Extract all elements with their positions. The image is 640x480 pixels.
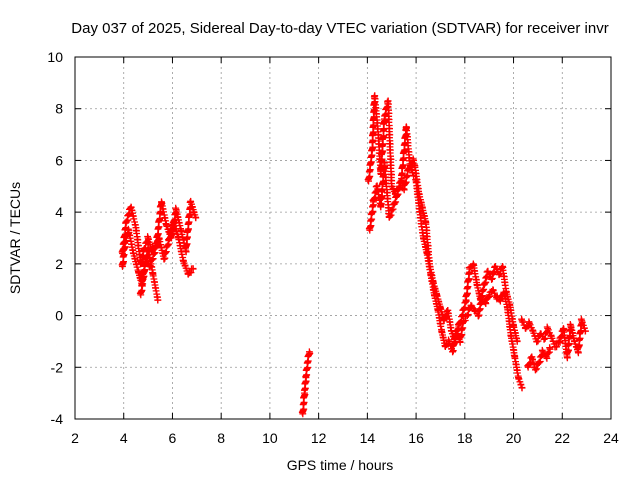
- data-trace: [518, 315, 589, 362]
- x-tick-label: 2: [71, 430, 79, 446]
- x-tick-label: 14: [360, 430, 376, 446]
- y-axis-label: SDTVAR / TECUs: [7, 182, 23, 294]
- x-tick-label: 8: [217, 430, 225, 446]
- x-tick-label: 24: [603, 430, 619, 446]
- x-axis-label: GPS time / hours: [287, 457, 394, 473]
- data-trace: [365, 155, 417, 233]
- data-trace: [412, 176, 526, 391]
- data-trace: [364, 92, 417, 200]
- y-tick-label: -4: [51, 411, 64, 427]
- x-tick-label: 4: [120, 430, 128, 446]
- x-tick-label: 10: [262, 430, 278, 446]
- data-series: [118, 92, 589, 418]
- plot-frame: [74, 56, 612, 420]
- x-tick-label: 16: [408, 430, 424, 446]
- data-trace: [298, 349, 314, 416]
- y-tick-label: 4: [55, 204, 63, 220]
- data-trace: [136, 245, 162, 304]
- y-tick-label: 6: [55, 152, 63, 168]
- y-tick-label: -2: [51, 359, 64, 375]
- data-trace: [524, 344, 553, 374]
- x-tick-label: 6: [169, 430, 177, 446]
- y-tick-label: 8: [55, 101, 63, 117]
- y-tick-label: 10: [47, 49, 63, 65]
- x-tick-label: 22: [554, 430, 570, 446]
- x-tick-label: 20: [506, 430, 522, 446]
- chart-title: Day 037 of 2025, Sidereal Day-to-day VTE…: [71, 20, 608, 37]
- y-tick-label: 2: [55, 256, 63, 272]
- x-tick-label: 12: [311, 430, 327, 446]
- y-tick-label: 0: [55, 308, 63, 324]
- x-tick-label: 18: [457, 430, 473, 446]
